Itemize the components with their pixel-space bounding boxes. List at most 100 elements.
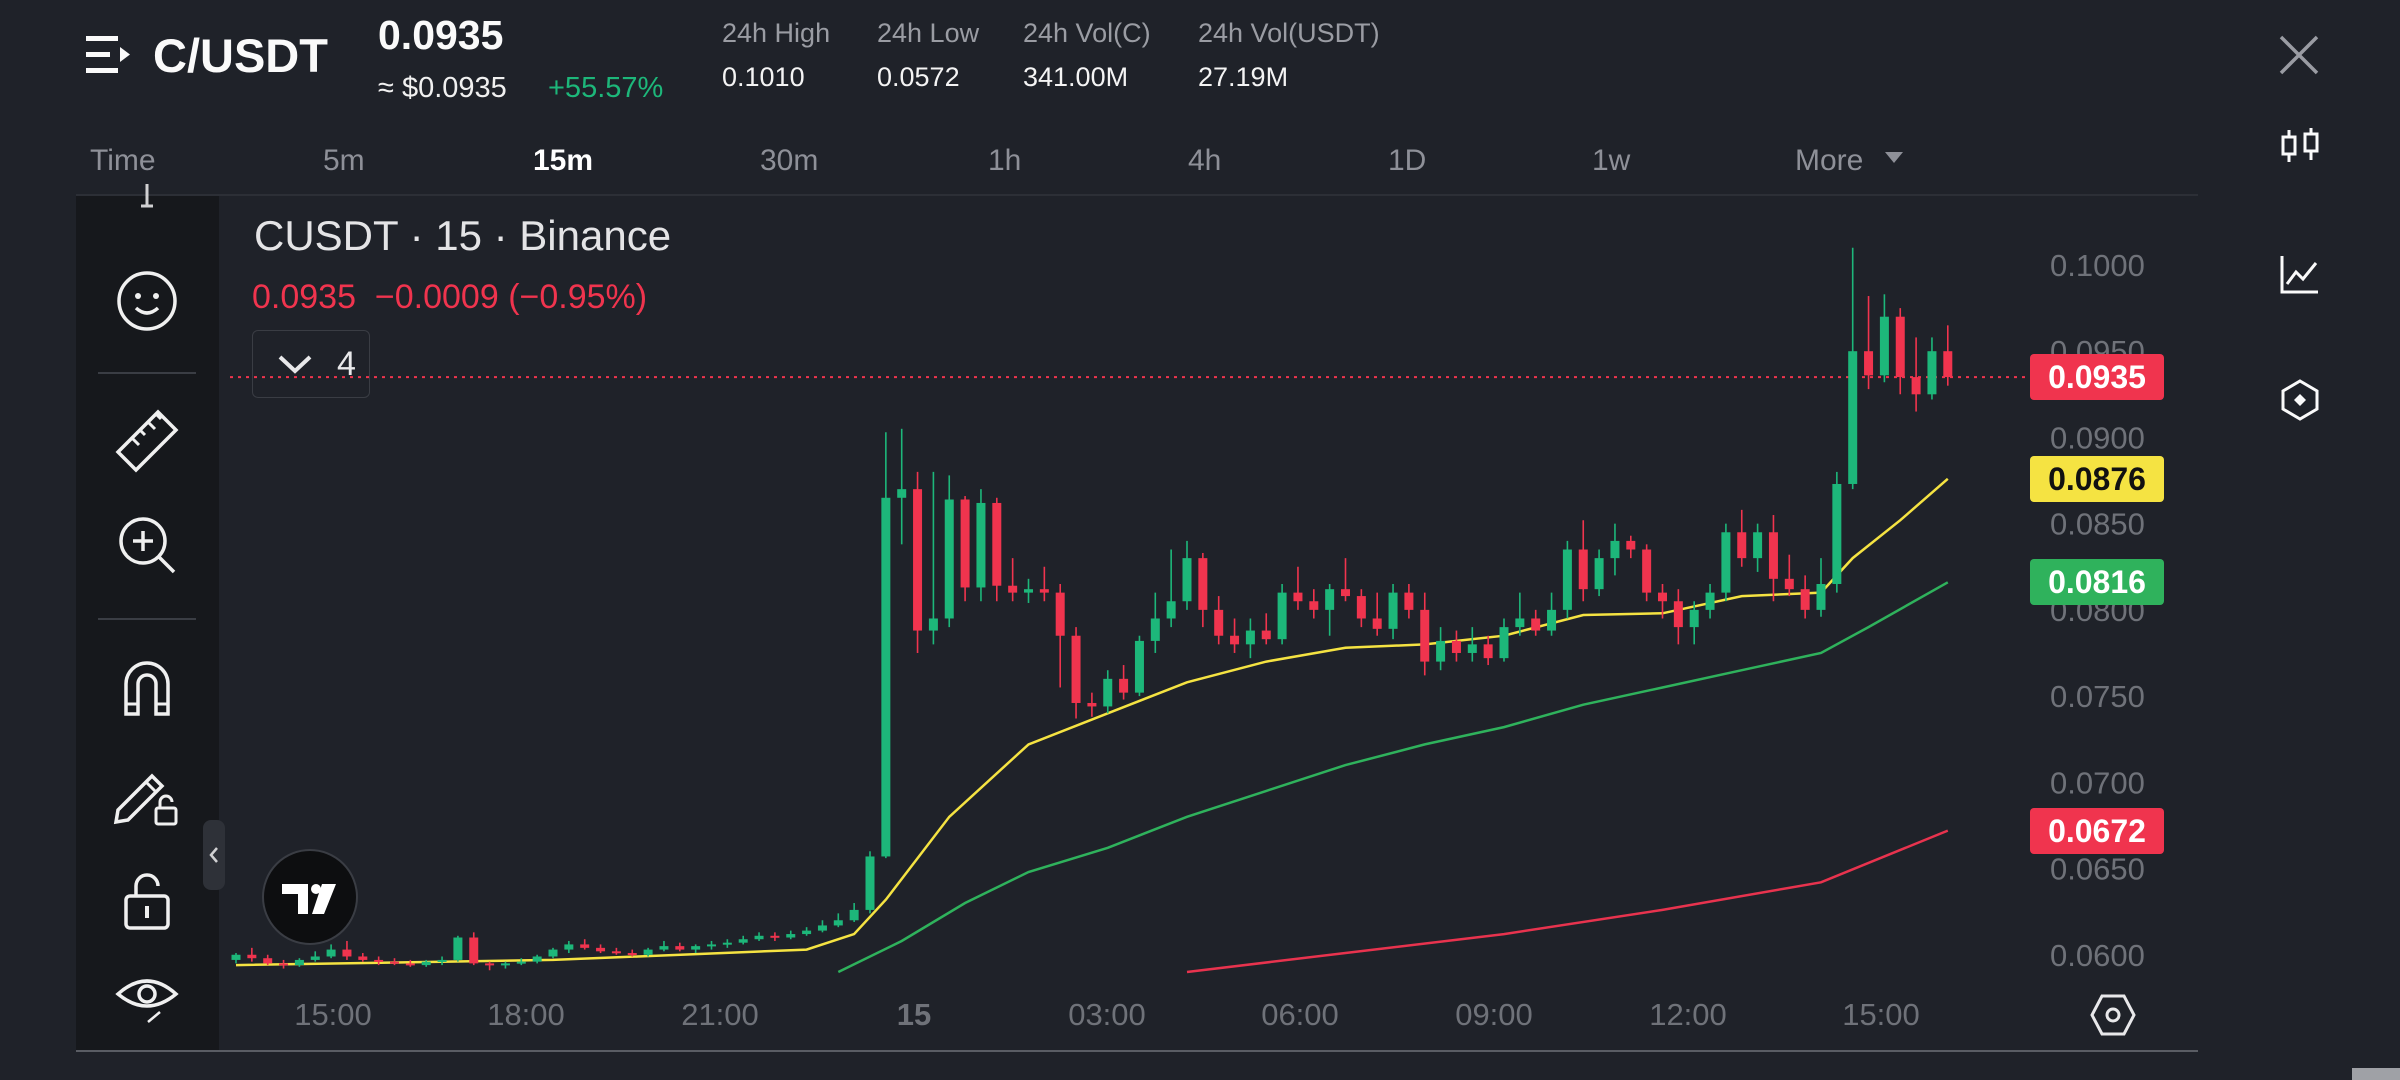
magnet-tool[interactable] <box>112 650 182 720</box>
stat-label-24h-high: 24h High <box>722 18 831 48</box>
x-axis-label: 15 <box>897 997 931 1032</box>
candle <box>437 956 447 966</box>
candle <box>881 432 891 859</box>
candle <box>453 935 463 962</box>
candle <box>1087 692 1097 717</box>
tab-time[interactable]: Time <box>90 144 156 177</box>
candle <box>1864 296 1874 390</box>
tab-5m[interactable]: 5m <box>323 144 365 177</box>
toolbar-collapse-handle[interactable] <box>203 820 225 890</box>
candle <box>263 954 273 966</box>
candle <box>1879 294 1889 383</box>
candle <box>1134 635 1144 697</box>
scrollbar-thumb[interactable] <box>2352 1068 2400 1080</box>
line-chart-button[interactable] <box>2278 252 2322 296</box>
indicators-toggle[interactable]: 4 <box>252 330 370 398</box>
zoom-in-icon <box>119 517 176 574</box>
candle <box>516 958 526 966</box>
candle <box>928 471 938 645</box>
chart-settings-button[interactable] <box>2090 992 2136 1038</box>
candle <box>564 940 574 954</box>
menu-icon <box>86 36 130 73</box>
toolbar-divider <box>98 618 196 620</box>
menu-button[interactable] <box>86 34 132 76</box>
cursor-icon <box>141 184 153 208</box>
chart-bottom-border <box>76 1050 2198 1052</box>
y-axis-label: 0.0600 <box>2050 938 2145 973</box>
candle <box>1610 523 1620 576</box>
magnet-icon <box>124 661 170 716</box>
candle <box>944 475 954 628</box>
change-percent: +55.57% <box>548 72 664 104</box>
tab-30m[interactable]: 30m <box>760 144 819 177</box>
indicator-button[interactable] <box>2278 378 2322 422</box>
price-badge: 0.0935 <box>2030 354 2164 401</box>
price-badge: 0.0876 <box>2030 455 2164 502</box>
candle <box>1721 523 1731 602</box>
candle <box>675 942 685 952</box>
tradingview-logo[interactable] <box>262 849 358 945</box>
visibility-tool[interactable] <box>112 960 182 1030</box>
draw-lock-tool[interactable] <box>112 760 182 830</box>
candle <box>1293 566 1303 610</box>
candle <box>849 903 859 922</box>
candle <box>1420 592 1430 676</box>
tab-4h[interactable]: 4h <box>1188 144 1222 177</box>
candle <box>976 489 986 602</box>
candle <box>1325 584 1335 636</box>
chevron-left-icon <box>209 847 218 863</box>
candle <box>913 471 923 653</box>
candle <box>1832 471 1842 593</box>
tab-15m[interactable]: 15m <box>533 144 594 177</box>
candle <box>405 959 415 967</box>
indicators-count: 4 <box>337 345 356 383</box>
candle <box>1594 549 1604 597</box>
candle <box>1055 584 1065 688</box>
tab-1h[interactable]: 1h <box>988 144 1022 177</box>
candle <box>390 958 399 966</box>
tab-1w[interactable]: 1w <box>1592 144 1631 177</box>
chart-price-change: 0.0935 −0.0009 (−0.95%) <box>252 278 647 317</box>
candle <box>833 913 843 928</box>
stat-value-24h-vol-usdt: 27.19M <box>1198 62 1289 92</box>
eye-icon <box>115 979 179 1023</box>
x-axis-label: 03:00 <box>1068 997 1146 1032</box>
candle <box>310 951 320 962</box>
candle <box>865 851 875 914</box>
close-button[interactable] <box>2278 34 2320 76</box>
candle <box>1816 558 1826 617</box>
candle <box>548 947 558 959</box>
candle <box>1658 584 1667 619</box>
candle <box>707 940 716 950</box>
candlestick-chart-button[interactable] <box>2278 124 2322 168</box>
stat-value-24h-low: 0.0572 <box>877 62 960 92</box>
candle <box>1578 520 1588 602</box>
tab-1d[interactable]: 1D <box>1388 144 1427 177</box>
cursor-tool[interactable] <box>112 182 182 222</box>
candle <box>1483 635 1493 666</box>
last-price: 0.0935 <box>378 12 504 58</box>
candle <box>1943 325 1953 386</box>
candle <box>374 956 384 966</box>
candle <box>1689 601 1699 645</box>
candle <box>1499 618 1509 662</box>
candle <box>1198 552 1208 628</box>
candle <box>802 927 812 936</box>
lock-tool[interactable] <box>112 866 182 936</box>
candle <box>897 428 907 545</box>
candle <box>294 958 304 967</box>
caret-down-icon[interactable] <box>1885 152 1903 163</box>
emoji-tool[interactable] <box>112 266 182 336</box>
candle <box>1388 584 1398 640</box>
ruler-tool[interactable] <box>112 404 182 474</box>
zoom-tool[interactable] <box>112 510 182 580</box>
chart-change-value: −0.0009 (−0.95%) <box>374 278 648 316</box>
x-axis-label: 12:00 <box>1649 997 1727 1032</box>
candle <box>1705 584 1715 619</box>
pair-title[interactable]: C/USDT <box>153 29 328 82</box>
tab-more[interactable]: More <box>1795 144 1864 177</box>
x-axis-label: 21:00 <box>681 997 759 1032</box>
candle <box>1103 670 1113 714</box>
y-axis-label: 0.0750 <box>2050 679 2145 714</box>
